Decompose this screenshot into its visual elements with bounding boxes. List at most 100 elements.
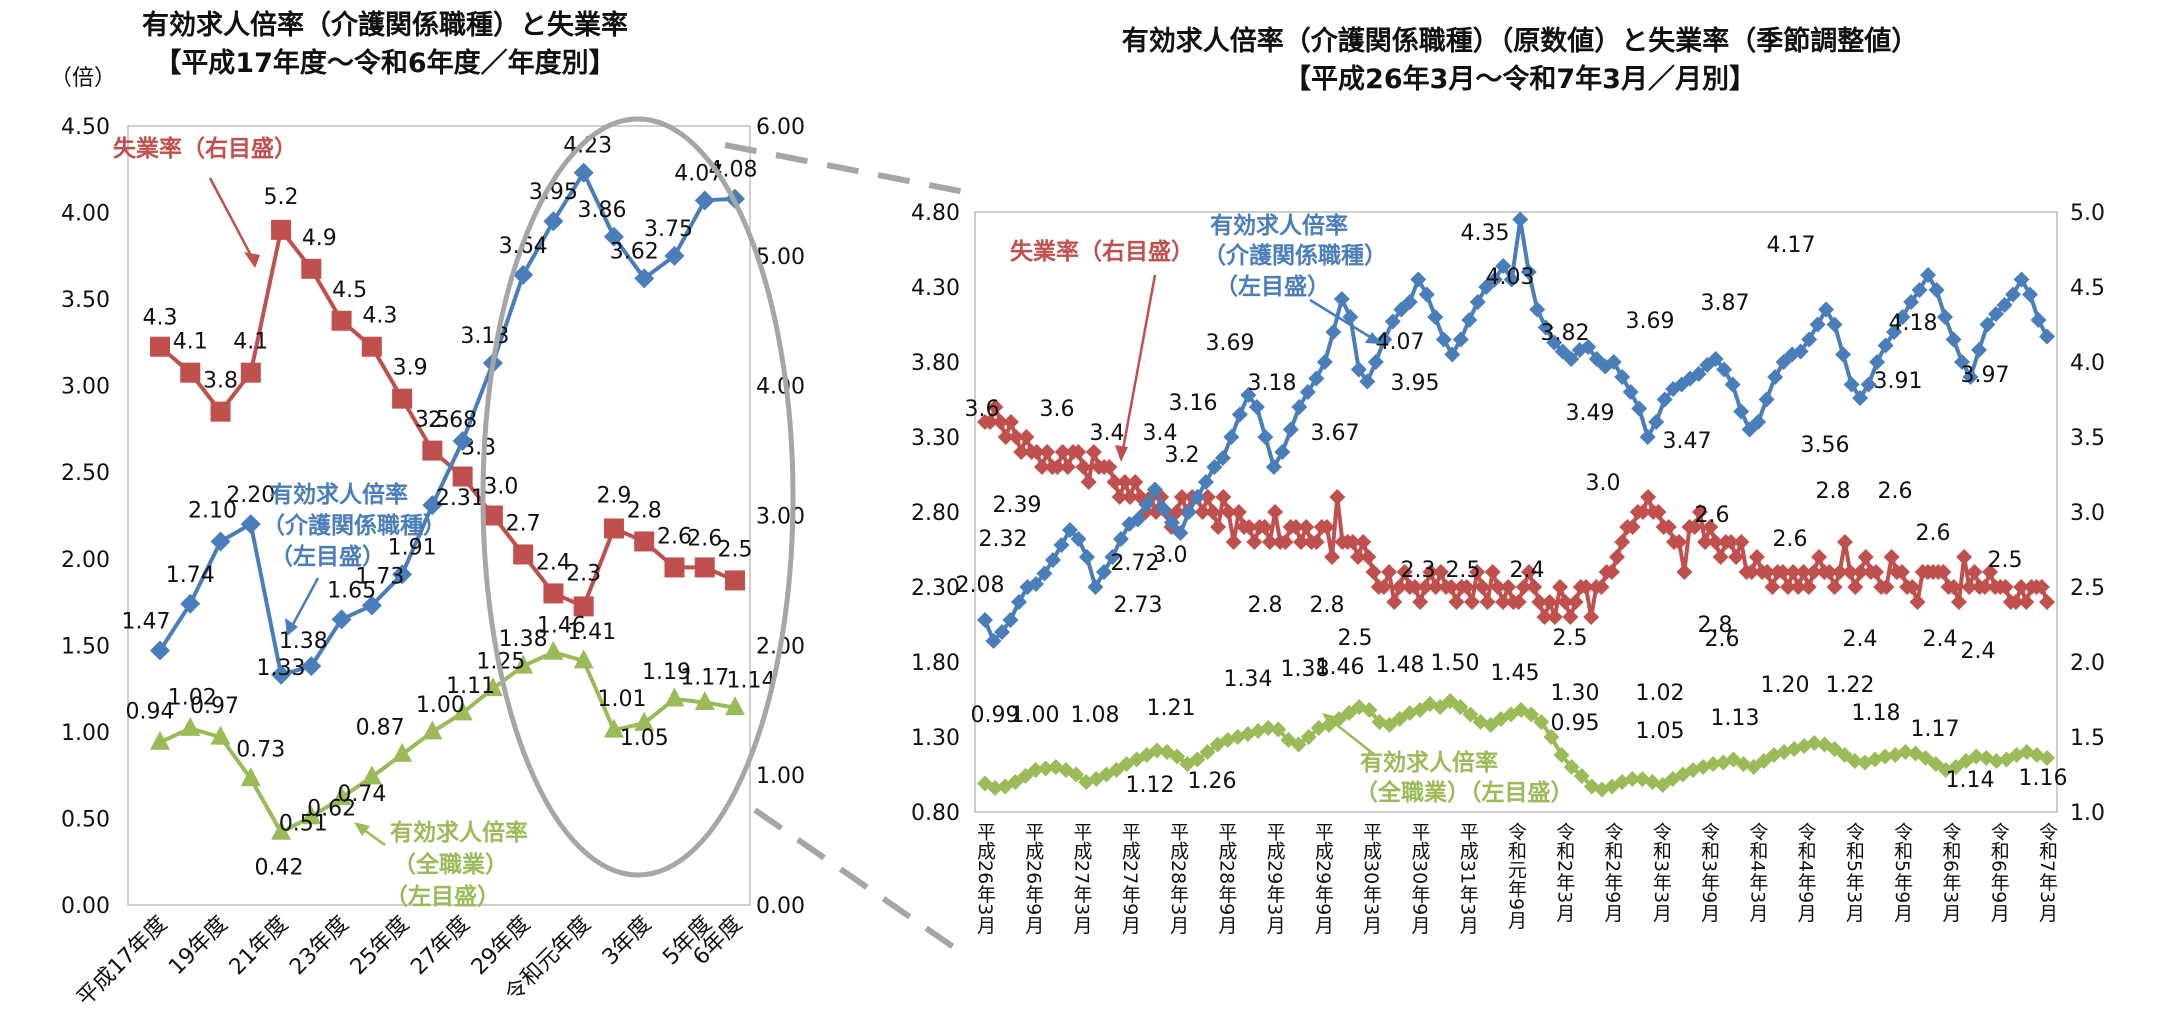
month-series-point	[1639, 429, 1656, 445]
left-callout-care: 有効求人倍率 （介護関係職種） （左目盛）	[262, 481, 446, 636]
month-series-point	[1605, 354, 1622, 370]
month-series-point	[1543, 729, 1560, 745]
month-series-point	[1759, 564, 1776, 580]
month-data-label: 1.08	[1071, 703, 1120, 728]
month-series-point	[1127, 474, 1144, 490]
month-data-label: 2.3	[1401, 558, 1436, 583]
month-series-point	[1988, 306, 2005, 322]
month-data-label: 3.4	[1143, 421, 1178, 446]
month-axis-tick-label: 令和5年3月	[1843, 822, 1865, 922]
month-data-label: 3.47	[1663, 429, 1712, 454]
month-data-label: 3.0	[1153, 543, 1188, 568]
month-data-label: 3.6	[1040, 397, 1075, 422]
month-data-label: 2.4	[1961, 639, 1996, 664]
month-data-label: 1.45	[1491, 661, 1540, 686]
left-series-point	[543, 640, 564, 660]
month-series-point	[1758, 391, 1775, 408]
month-data-label: 2.5	[1988, 548, 2023, 573]
month-data-label: 1.34	[1224, 667, 1273, 692]
month-series-point	[1341, 705, 1358, 721]
left-data-label: 2.68	[428, 408, 477, 433]
right-axis-tick-label: 3.00	[756, 505, 805, 530]
right-callout-unemployment-label: 失業率（右目盛）	[1010, 238, 1194, 265]
month-series-point	[1463, 594, 1480, 610]
month-series-point	[2039, 750, 2055, 766]
left-series-point	[210, 401, 231, 422]
month-series-point	[1080, 474, 1097, 490]
month-data-label: 1.50	[1431, 651, 1480, 676]
month-series-point	[1386, 594, 1403, 610]
month-series-point	[1349, 549, 1366, 565]
month-series-point	[1563, 759, 1580, 775]
month-axis-tick-label: 令和5年9月	[1891, 822, 1913, 922]
month-series-point	[1707, 534, 1724, 550]
month-data-label: 1.16	[2019, 766, 2068, 791]
month-series-point	[1486, 271, 1503, 288]
month-series-point	[1878, 579, 1895, 595]
left-data-label: 2.5	[718, 537, 753, 562]
left-data-label: 1.38	[279, 629, 328, 654]
right-callout-care-arrow	[1309, 298, 1376, 342]
month-series-point	[1274, 444, 1291, 460]
right-chart-right-tick-label: 2.0	[2070, 651, 2105, 676]
right-callout-care-label-3: （左目盛）	[1215, 273, 1330, 300]
right-chart-left-tick-label: 4.30	[911, 276, 960, 301]
month-series-point	[1624, 771, 1641, 787]
month-series-point	[1106, 474, 1123, 490]
month-series-point	[1697, 534, 1714, 550]
month-series-point	[1982, 564, 1999, 580]
month-series-point	[1520, 564, 1537, 580]
month-data-label: 1.18	[1852, 701, 1901, 726]
month-series-point	[1169, 748, 1186, 765]
left-series-point	[271, 820, 292, 840]
month-series-point	[1479, 594, 1496, 610]
month-series-point	[1818, 301, 1835, 318]
month-data-label: 3.56	[1801, 433, 1850, 458]
month-series-point	[1214, 450, 1231, 466]
month-series-point	[1956, 549, 1973, 565]
month-series-point	[1375, 579, 1392, 595]
x-axis-tick-label: 19年度	[164, 912, 233, 981]
left-series-point	[573, 162, 594, 183]
month-series-point	[1452, 699, 1469, 715]
month-data-label: 2.6	[1878, 479, 1913, 504]
right-chart: 0.801.301.802.302.803.303.804.304.801.01…	[911, 201, 2105, 934]
right-callout-care: 有効求人倍率 （介護関係職種） （左目盛）	[1203, 212, 1387, 344]
month-series-point	[1410, 271, 1427, 288]
month-series-point	[1116, 474, 1133, 490]
right-chart-right-tick-label: 3.5	[2070, 426, 2105, 451]
month-series-point	[1462, 706, 1479, 723]
month-series-point	[1355, 534, 1372, 550]
month-series-point	[1945, 579, 1962, 595]
month-series-point	[1656, 391, 1673, 408]
month-series-point	[1800, 579, 1817, 595]
month-series-point	[1049, 459, 1066, 475]
month-series-point	[1774, 564, 1791, 580]
month-series-point	[1197, 474, 1214, 490]
month-data-label: 3.49	[1566, 401, 1615, 426]
month-series-point	[1533, 714, 1550, 730]
zoom-connector-bottom	[753, 807, 967, 958]
month-series-point	[2005, 286, 2022, 303]
month-series-point	[1013, 444, 1030, 460]
month-series-point	[1877, 337, 1894, 354]
left-callout-all-label-1: 有効求人倍率	[390, 819, 528, 846]
month-series-point	[1108, 762, 1125, 778]
month-series-point	[1435, 331, 1452, 348]
left-series-point	[392, 564, 413, 585]
month-series-point	[2007, 594, 2024, 610]
left-series-point	[301, 258, 322, 279]
month-series-point	[1950, 594, 1967, 610]
left-data-label: 1.65	[327, 578, 376, 603]
month-series-point	[1070, 444, 1087, 460]
left-series-point	[603, 226, 624, 247]
month-data-label: 3.87	[1701, 291, 1750, 316]
month-series-point	[1381, 717, 1398, 733]
right-chart-left-tick-label: 1.30	[911, 726, 960, 751]
month-axis-tick-label: 平成29年3月	[1264, 822, 1286, 934]
month-series-point	[1500, 579, 1517, 595]
left-axis-unit: （倍）	[50, 66, 116, 91]
month-series-point	[1240, 387, 1257, 403]
right-chart-right-tick-label: 5.0	[2070, 201, 2105, 226]
right-axis-tick-label: 4.00	[756, 375, 805, 400]
